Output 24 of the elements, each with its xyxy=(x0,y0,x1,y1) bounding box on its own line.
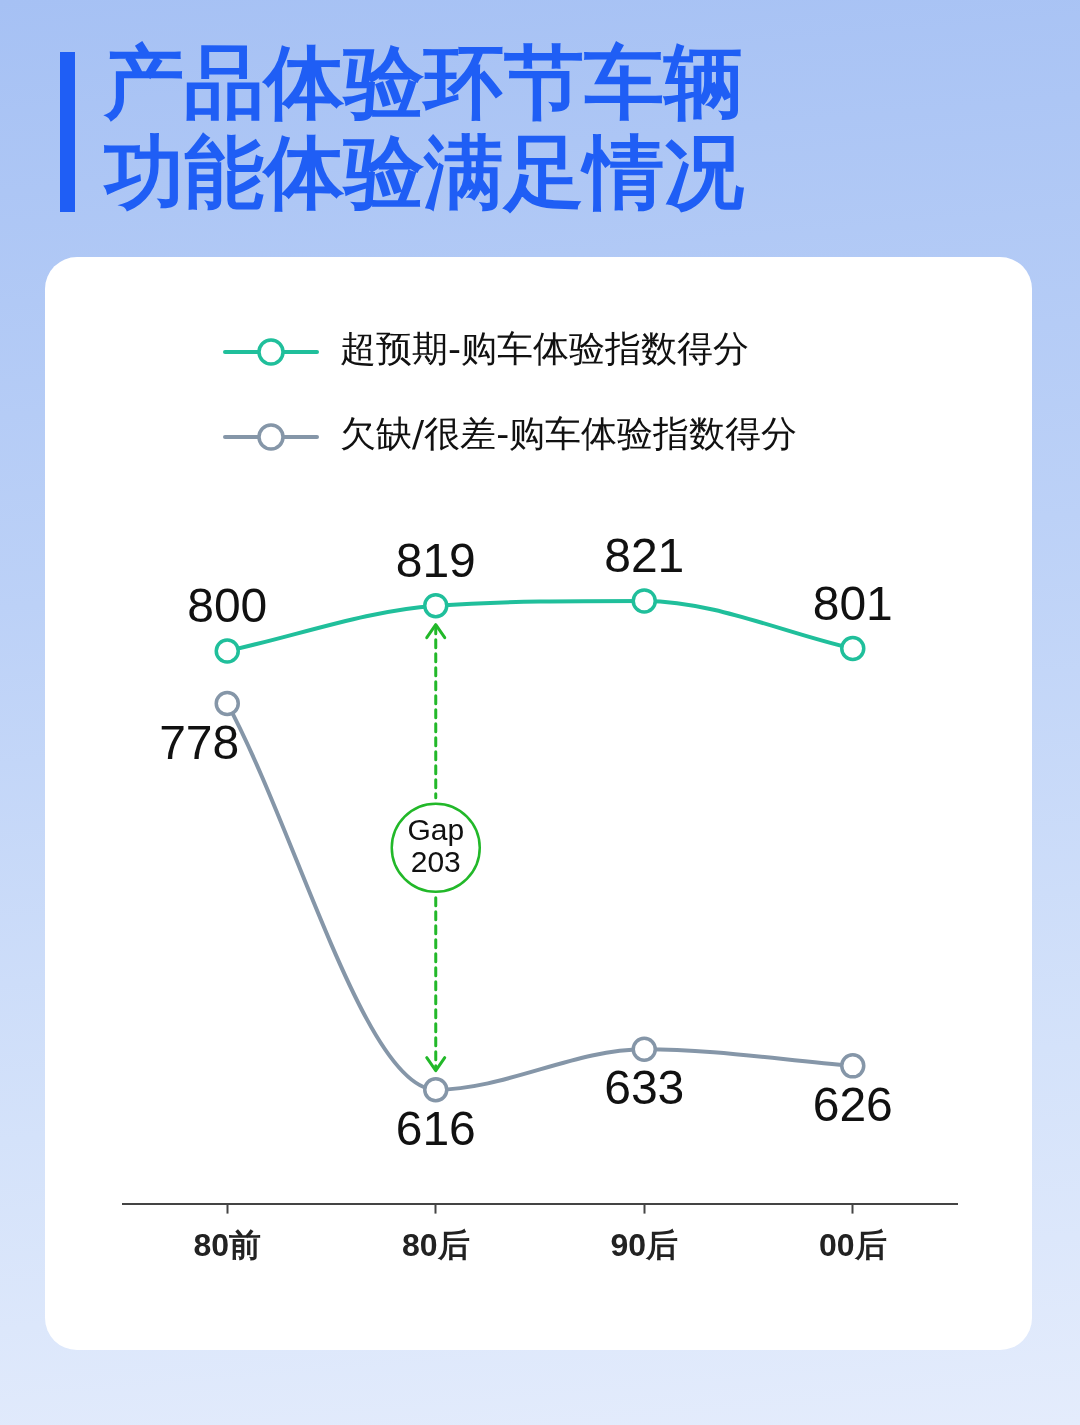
x-tick-label: 90后 xyxy=(610,1226,679,1263)
data-label: 801 xyxy=(812,576,893,630)
point xyxy=(423,1076,449,1103)
annotation: Gap 203 xyxy=(407,812,465,878)
legend-label: 超预期-购车体验指数得分 xyxy=(340,328,749,370)
chart-title: 产品体验环节车辆功能体验满足情况 xyxy=(104,36,745,219)
point xyxy=(631,588,657,614)
data-label: 626 xyxy=(812,1078,893,1132)
x-tick-label: 80后 xyxy=(401,1226,470,1263)
legend-label: 欠缺/很差-购车体验指数得分 xyxy=(340,413,798,455)
x-tick-label: 80前 xyxy=(193,1226,262,1263)
point xyxy=(214,638,240,664)
point xyxy=(840,635,866,662)
data-label: 616 xyxy=(395,1101,476,1155)
point xyxy=(423,592,449,619)
data-label: 800 xyxy=(187,579,268,633)
x-tick-label: 00后 xyxy=(818,1226,887,1263)
point xyxy=(840,1053,866,1079)
point xyxy=(631,1036,657,1062)
data-label: 819 xyxy=(395,533,476,587)
data-label: 633 xyxy=(604,1061,685,1115)
data-label: 778 xyxy=(159,715,240,769)
point xyxy=(214,690,240,717)
data-label: 821 xyxy=(604,529,685,583)
